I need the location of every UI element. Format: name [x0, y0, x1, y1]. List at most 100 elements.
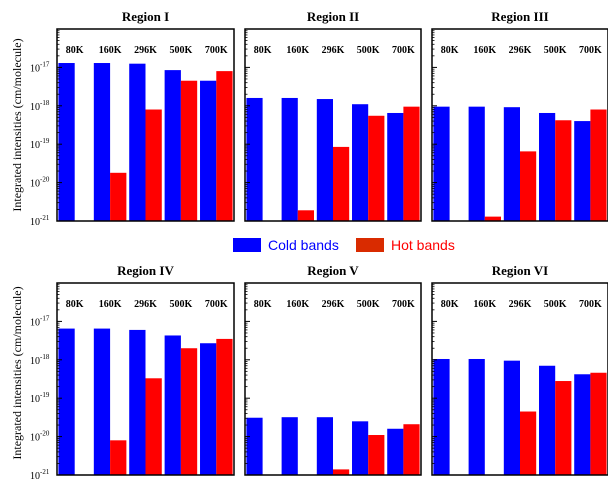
y-tick-label: 10 -20 — [30, 430, 50, 444]
y-tick-base: 10 — [30, 471, 40, 479]
y-tick-base: 10 — [30, 394, 40, 405]
bar-hot — [368, 115, 385, 221]
category-label: 80K — [66, 299, 84, 310]
bar-cold — [164, 335, 181, 475]
category-label: 80K — [441, 299, 459, 310]
category-label: 700K — [205, 45, 228, 56]
category-label: 80K — [66, 45, 84, 56]
bar-cold — [58, 63, 75, 221]
panel-frame — [56, 282, 235, 476]
y-tick-base: 10 — [30, 140, 40, 151]
category-label: 160K — [473, 299, 496, 310]
panel-title: Region IV — [117, 263, 174, 278]
category-label: 700K — [579, 299, 602, 310]
panel-frame — [244, 28, 422, 222]
bar-hot — [590, 372, 607, 475]
panel-frame — [56, 28, 235, 222]
legend-label-cold: Cold bands — [268, 237, 339, 253]
y-axis-label-bottom: Integrated intensities (cm/molecule) — [10, 286, 24, 459]
panel-title: Region VI — [492, 263, 548, 278]
bar-cold — [352, 421, 369, 475]
bar-cold — [503, 107, 520, 221]
bar-cold — [129, 329, 146, 475]
legend-swatch-hot — [356, 238, 384, 252]
panel-title: Region III — [491, 9, 548, 24]
y-tick-label: 10 -21 — [30, 468, 50, 479]
y-tick-exponent: -21 — [40, 468, 50, 476]
y-tick-exponent: -19 — [40, 137, 50, 145]
y-tick-exponent: -20 — [40, 430, 50, 438]
bar-hot — [333, 469, 350, 475]
y-tick-base: 10 — [30, 317, 40, 328]
bar-hot — [555, 381, 572, 475]
bar-cold — [539, 112, 556, 221]
y-tick-label: 10 -19 — [30, 137, 50, 151]
bar-cold — [93, 328, 111, 475]
category-label: 160K — [99, 299, 122, 310]
bar-cold — [246, 417, 263, 475]
bar-cold — [503, 360, 520, 475]
panel-2: Region II 80K 160K 296K 500K 700K — [244, 9, 422, 222]
bar-hot — [216, 71, 233, 222]
bar-hot — [297, 210, 314, 221]
y-tick-base: 10 — [30, 433, 40, 444]
y-tick-exponent: -17 — [40, 60, 50, 68]
category-label: 700K — [205, 299, 228, 310]
y-tick-label: 10 -17 — [30, 314, 50, 328]
bar-cold — [200, 343, 217, 475]
bar-cold — [129, 63, 146, 222]
bar-hot — [484, 216, 501, 221]
bar-hot — [520, 151, 537, 221]
category-label: 500K — [544, 45, 567, 56]
y-tick-base: 10 — [30, 102, 40, 113]
y-tick-label: 10 -19 — [30, 391, 50, 405]
bar-cold — [387, 112, 404, 221]
bar-hot — [145, 109, 162, 221]
y-axis-label: Integrated intensities (cm/molecule) — [10, 286, 24, 459]
panel-title: Region V — [307, 263, 359, 278]
y-tick-exponent: -19 — [40, 391, 50, 399]
y-tick-base: 10 — [30, 63, 40, 74]
category-label: 160K — [99, 45, 122, 56]
bar-hot — [368, 435, 385, 475]
category-label: 296K — [509, 299, 532, 310]
legend: Cold bands Hot bands — [233, 237, 455, 253]
y-tick-label: 10 -21 — [30, 214, 50, 228]
bar-hot — [180, 80, 198, 221]
bar-hot — [520, 411, 537, 475]
y-tick-base: 10 — [30, 217, 40, 228]
panel-frame — [431, 282, 608, 476]
panel-title: Region I — [122, 9, 169, 24]
y-axis-label-top: Integrated intensities (cm/molecule) — [10, 38, 24, 211]
bar-hot — [403, 424, 420, 475]
category-label: 500K — [544, 299, 567, 310]
bar-hot — [110, 440, 127, 475]
panel-frame — [244, 282, 422, 476]
category-label: 80K — [441, 45, 459, 56]
category-label: 296K — [134, 299, 157, 310]
panel-5: Region V 80K 160K 296K 500K 700K — [244, 263, 422, 476]
panel-6: Region VI 80K 160K 296K 500K 700K — [431, 263, 608, 476]
bar-hot — [333, 146, 350, 221]
bar-cold — [316, 417, 333, 475]
y-tick-exponent: -17 — [40, 314, 50, 322]
bar-cold — [468, 106, 485, 221]
category-label: 500K — [357, 45, 380, 56]
bar-cold — [281, 97, 298, 221]
bar-cold — [93, 63, 111, 221]
category-label: 296K — [322, 45, 345, 56]
bar-hot — [403, 106, 420, 221]
panel-title: Region II — [307, 9, 359, 24]
bar-cold — [58, 328, 75, 475]
bar-cold — [281, 417, 298, 475]
y-tick-exponent: -18 — [40, 99, 50, 107]
bar-cold — [433, 106, 450, 221]
category-label: 296K — [322, 299, 345, 310]
bar-cold — [433, 358, 450, 475]
category-label: 80K — [254, 299, 272, 310]
bar-cold — [387, 428, 404, 475]
category-label: 500K — [170, 45, 193, 56]
y-tick-label: 10 -17 — [30, 60, 50, 74]
